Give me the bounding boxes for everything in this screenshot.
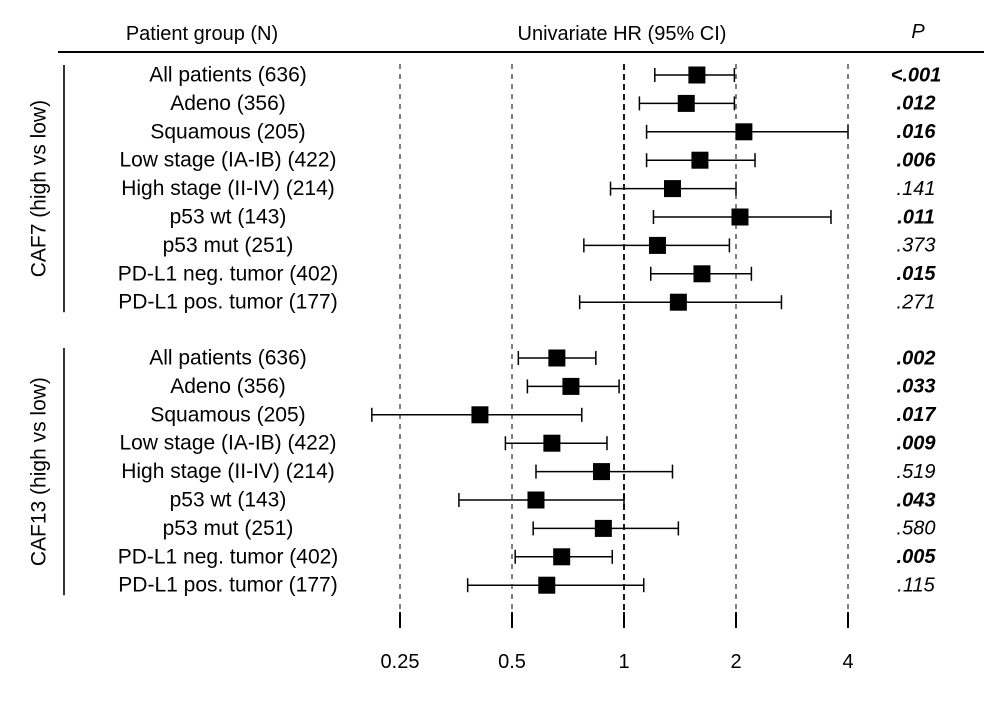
p-value: .519 [897, 461, 936, 483]
p-value: .043 [897, 489, 936, 511]
hr-point [562, 377, 580, 395]
group-column-header: Patient group (N) [126, 23, 278, 45]
row-label: p53 mut (251) [163, 234, 294, 257]
row-label: PD-L1 neg. tumor (402) [118, 262, 339, 285]
hr-point [693, 265, 711, 283]
row-label: PD-L1 pos. tumor (177) [118, 291, 337, 314]
x-tick-label-4: 4 [842, 651, 853, 673]
row-label: High stage (II-IV) (214) [121, 177, 335, 200]
hr-point [592, 463, 610, 481]
p-value: .373 [897, 235, 936, 257]
x-tick-label-2: 1 [618, 651, 629, 673]
hr-point [648, 236, 666, 254]
hr-point [594, 519, 612, 537]
x-tick-label-3: 2 [730, 651, 741, 673]
row-label: High stage (II-IV) (214) [121, 460, 335, 483]
row-label: p53 wt (143) [170, 489, 287, 512]
hr-point [688, 66, 706, 84]
row-label: Squamous (205) [150, 120, 305, 143]
p-value: .580 [897, 518, 936, 540]
chart-layer: 0.25 0.5 1 2 4 CAF7 (high vs low) All patients… [28, 64, 942, 673]
x-tick-label-0: 0.25 [381, 651, 420, 673]
p-column-header: P [911, 21, 925, 43]
hr-point [538, 576, 556, 594]
row-label: Adeno (356) [170, 92, 286, 115]
p-value: .141 [897, 178, 936, 200]
p-value: .015 [897, 263, 937, 285]
hr-point [735, 123, 753, 141]
row-label: All patients (636) [149, 347, 307, 370]
p-value: .271 [897, 291, 936, 313]
p-value: .017 [897, 404, 937, 426]
p-value: .016 [897, 121, 937, 143]
hr-point [663, 180, 681, 198]
p-value: .006 [897, 149, 937, 171]
p-value: .033 [897, 376, 936, 398]
hr-point [527, 491, 545, 509]
row-label: All patients (636) [149, 64, 307, 87]
row-label: Low stage (IA-IB) (422) [119, 432, 336, 455]
hr-point [543, 434, 561, 452]
row-label: PD-L1 pos. tumor (177) [118, 574, 337, 597]
row-label: Adeno (356) [170, 375, 286, 398]
row-label: Low stage (IA-IB) (422) [119, 149, 336, 172]
p-value: .005 [897, 546, 937, 568]
hr-point [548, 349, 566, 367]
p-value: .011 [897, 206, 934, 228]
row-label: Squamous (205) [150, 403, 305, 426]
group-label-0: CAF7 (high vs low) [28, 100, 51, 277]
hr-point [691, 151, 709, 169]
row-label: p53 mut (251) [163, 517, 294, 540]
hr-point [731, 208, 749, 226]
p-value: <.001 [891, 64, 942, 86]
row-label: PD-L1 neg. tumor (402) [118, 545, 339, 568]
hr-point [471, 406, 489, 424]
hr-point [553, 548, 571, 566]
x-tick-label-1: 0.5 [498, 651, 526, 673]
p-value: .002 [897, 347, 936, 369]
row-label: p53 wt (143) [170, 206, 287, 229]
hr-point [677, 94, 695, 112]
p-value: .012 [897, 93, 936, 115]
p-value: .009 [897, 432, 937, 454]
hr-point [669, 293, 687, 311]
p-value: .115 [897, 574, 935, 596]
group-label-1: CAF13 (high vs low) [28, 377, 51, 566]
hr-column-header: Univariate HR (95% CI) [518, 23, 727, 45]
